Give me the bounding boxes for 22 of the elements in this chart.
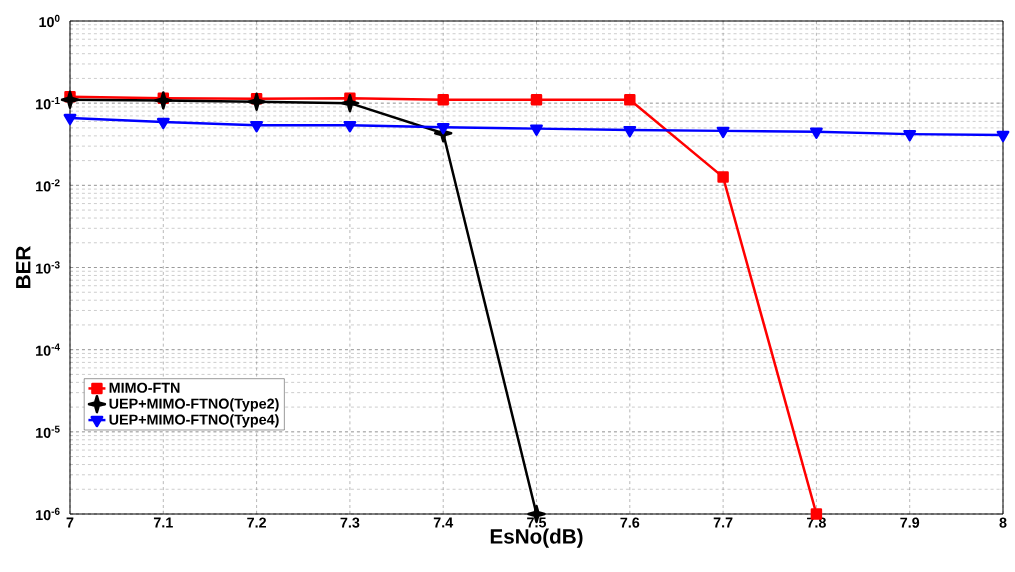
y-tick-label: 10$^{0}$ — [39, 14, 60, 28]
y-tick-label: 10$^{-6}$ — [36, 507, 60, 521]
y-tick-label: 10$^{-4}$ — [36, 343, 60, 356]
legend-label: MIMO-FTN — [109, 382, 180, 393]
y-axis-title: BER — [16, 246, 31, 288]
legend-label: UEP+MIMO-FTNO(Type2) — [109, 398, 279, 412]
x-tick-label: 7.1 — [153, 517, 173, 528]
x-tick-label: 7.5 — [527, 517, 547, 528]
x-tick-label: 8 — [999, 517, 1007, 528]
x-tick-label: 7.4 — [433, 517, 454, 528]
x-tick-label: 7.2 — [247, 517, 266, 528]
y-tick-label: 10$^{-1}$ — [36, 97, 60, 110]
x-tick-label: 7.7 — [713, 517, 733, 528]
x-tick-label: 7 — [66, 517, 74, 528]
x-tick-label: 7.6 — [620, 517, 640, 528]
x-tick-label: 7.3 — [340, 517, 360, 528]
legend-label: UEP+MIMO-FTNO(Type4) — [109, 414, 279, 428]
y-tick-label: 10$^{-5}$ — [36, 425, 60, 438]
y-tick-label: 10$^{-3}$ — [36, 261, 60, 274]
x-tick-label: 7.9 — [900, 517, 920, 528]
x-axis-title: EsNo(dB) — [490, 528, 583, 548]
y-tick-label: 10$^{-2}$ — [36, 179, 60, 192]
